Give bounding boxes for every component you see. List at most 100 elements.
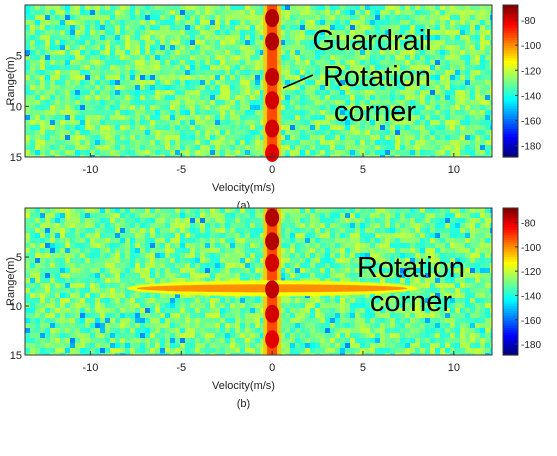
noise-cell (485, 258, 490, 263)
noise-cell (85, 218, 90, 223)
noise-cell (85, 253, 90, 258)
noise-cell (45, 10, 50, 15)
noise-cell (130, 20, 135, 25)
noise-cell (135, 243, 140, 248)
noise-cell (115, 30, 120, 35)
noise-cell (65, 100, 70, 105)
noise-cell (85, 268, 90, 273)
noise-cell (35, 223, 40, 228)
noise-cell (295, 70, 300, 75)
noise-cell (95, 55, 100, 60)
noise-cell (450, 223, 455, 228)
noise-cell (235, 95, 240, 100)
noise-cell (435, 30, 440, 35)
noise-cell (70, 100, 75, 105)
noise-cell (375, 130, 380, 135)
noise-cell (175, 125, 180, 130)
noise-cell (365, 10, 370, 15)
noise-cell (75, 243, 80, 248)
noise-cell (195, 50, 200, 55)
noise-cell (325, 208, 330, 213)
noise-cell (240, 95, 245, 100)
noise-cell (45, 130, 50, 135)
noise-cell (300, 70, 305, 75)
noise-cell (25, 313, 30, 318)
noise-cell (140, 40, 145, 45)
noise-cell (255, 248, 260, 253)
noise-cell (110, 218, 115, 223)
noise-cell (30, 150, 35, 155)
noise-cell (450, 233, 455, 238)
noise-cell (80, 213, 85, 218)
noise-cell (345, 253, 350, 258)
noise-cell (240, 243, 245, 248)
noise-cell (440, 90, 445, 95)
noise-cell (175, 90, 180, 95)
noise-cell (455, 40, 460, 45)
noise-cell (110, 15, 115, 20)
noise-cell (255, 130, 260, 135)
noise-cell (185, 80, 190, 85)
noise-cell (125, 40, 130, 45)
noise-cell (160, 223, 165, 228)
noise-cell (425, 115, 430, 120)
noise-cell (160, 90, 165, 95)
noise-cell (150, 115, 155, 120)
noise-cell (465, 40, 470, 45)
noise-cell (465, 70, 470, 75)
noise-cell (55, 85, 60, 90)
noise-cell (155, 238, 160, 243)
noise-cell (475, 293, 480, 298)
noise-cell (440, 95, 445, 100)
noise-cell (305, 110, 310, 115)
noise-cell (145, 273, 150, 278)
noise-cell (455, 130, 460, 135)
noise-cell (225, 70, 230, 75)
noise-cell (135, 273, 140, 278)
noise-cell (145, 50, 150, 55)
noise-cell (290, 95, 295, 100)
noise-cell (160, 125, 165, 130)
noise-cell (445, 45, 450, 50)
noise-cell (70, 283, 75, 288)
noise-cell (105, 253, 110, 258)
noise-cell (205, 130, 210, 135)
noise-cell (235, 218, 240, 223)
noise-cell (370, 150, 375, 155)
noise-cell (475, 223, 480, 228)
noise-cell (250, 20, 255, 25)
noise-cell (310, 258, 315, 263)
noise-cell (445, 233, 450, 238)
noise-cell (240, 110, 245, 115)
noise-cell (50, 120, 55, 125)
noise-cell (245, 120, 250, 125)
noise-cell (185, 238, 190, 243)
noise-cell (455, 243, 460, 248)
noise-cell (25, 150, 30, 155)
noise-cell (300, 35, 305, 40)
noise-cell (120, 308, 125, 313)
noise-cell (45, 75, 50, 80)
noise-cell (475, 125, 480, 130)
noise-cell (435, 150, 440, 155)
noise-cell (30, 308, 35, 313)
noise-cell (35, 263, 40, 268)
noise-cell (125, 253, 130, 258)
noise-cell (100, 70, 105, 75)
noise-cell (300, 90, 305, 95)
noise-cell (305, 10, 310, 15)
noise-cell (325, 218, 330, 223)
noise-cell (150, 30, 155, 35)
noise-cell (230, 228, 235, 233)
noise-cell (470, 30, 475, 35)
noise-cell (285, 55, 290, 60)
noise-cell (160, 40, 165, 45)
noise-cell (25, 278, 30, 283)
noise-cell (115, 35, 120, 40)
noise-cell (440, 135, 445, 140)
noise-cell (115, 125, 120, 130)
noise-cell (30, 85, 35, 90)
noise-cell (170, 65, 175, 70)
noise-cell (245, 95, 250, 100)
noise-cell (350, 233, 355, 238)
